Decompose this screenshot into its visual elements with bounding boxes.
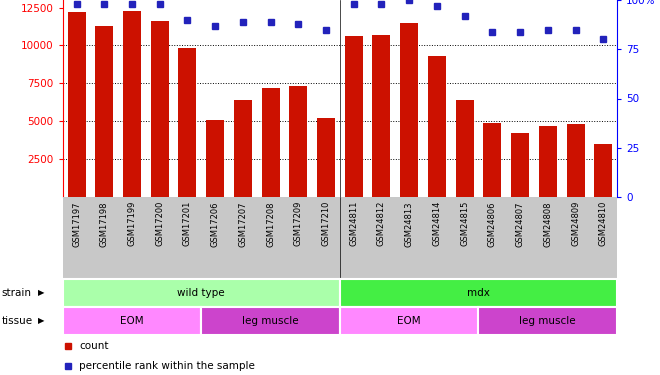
Text: GSM24811: GSM24811 [349, 201, 358, 246]
Bar [63, 279, 340, 307]
Text: GSM24810: GSM24810 [599, 201, 608, 246]
Text: leg muscle: leg muscle [242, 316, 299, 326]
Bar [455, 100, 474, 197]
Bar [372, 35, 391, 197]
Bar [566, 124, 585, 197]
Bar [317, 118, 335, 197]
Bar [178, 48, 197, 197]
Text: GSM24812: GSM24812 [377, 201, 386, 246]
Bar [340, 279, 617, 307]
Bar [150, 21, 169, 197]
Bar [511, 134, 529, 197]
Bar [594, 144, 612, 197]
Text: GSM17199: GSM17199 [127, 201, 137, 246]
Bar [428, 56, 446, 197]
Text: GSM17198: GSM17198 [100, 201, 109, 247]
Bar [234, 100, 252, 197]
Text: GSM17208: GSM17208 [266, 201, 275, 247]
Bar [345, 36, 363, 197]
Text: strain: strain [1, 288, 31, 298]
Text: mdx: mdx [467, 288, 490, 298]
Bar [201, 307, 340, 335]
Bar [63, 307, 201, 335]
Text: EOM: EOM [120, 316, 144, 326]
Text: GSM17206: GSM17206 [211, 201, 220, 247]
Bar [261, 88, 280, 197]
Text: GSM17197: GSM17197 [72, 201, 81, 247]
Text: count: count [79, 341, 109, 351]
Text: GSM24808: GSM24808 [543, 201, 552, 247]
Text: GSM24814: GSM24814 [432, 201, 442, 246]
Text: GSM17207: GSM17207 [238, 201, 248, 247]
Text: leg muscle: leg muscle [519, 316, 576, 326]
Text: percentile rank within the sample: percentile rank within the sample [79, 361, 255, 371]
Bar [67, 12, 86, 197]
Bar [340, 307, 478, 335]
Bar [289, 86, 308, 197]
Text: ▶: ▶ [38, 288, 45, 297]
Bar [123, 10, 141, 197]
Text: wild type: wild type [178, 288, 225, 298]
Text: GSM24815: GSM24815 [460, 201, 469, 246]
Bar [483, 123, 502, 197]
Text: GSM17209: GSM17209 [294, 201, 303, 246]
Text: GSM17210: GSM17210 [321, 201, 331, 246]
Text: GSM17201: GSM17201 [183, 201, 192, 246]
Text: tissue: tissue [1, 316, 32, 326]
Text: EOM: EOM [397, 316, 421, 326]
Text: GSM24807: GSM24807 [515, 201, 525, 247]
Bar [95, 26, 114, 197]
Text: ▶: ▶ [38, 316, 45, 326]
Text: GSM17200: GSM17200 [155, 201, 164, 246]
Text: GSM24806: GSM24806 [488, 201, 497, 247]
Text: GSM24813: GSM24813 [405, 201, 414, 247]
Bar [539, 126, 557, 197]
Bar [206, 120, 224, 197]
Text: GSM24809: GSM24809 [571, 201, 580, 246]
Bar [400, 23, 418, 197]
Bar [478, 307, 617, 335]
